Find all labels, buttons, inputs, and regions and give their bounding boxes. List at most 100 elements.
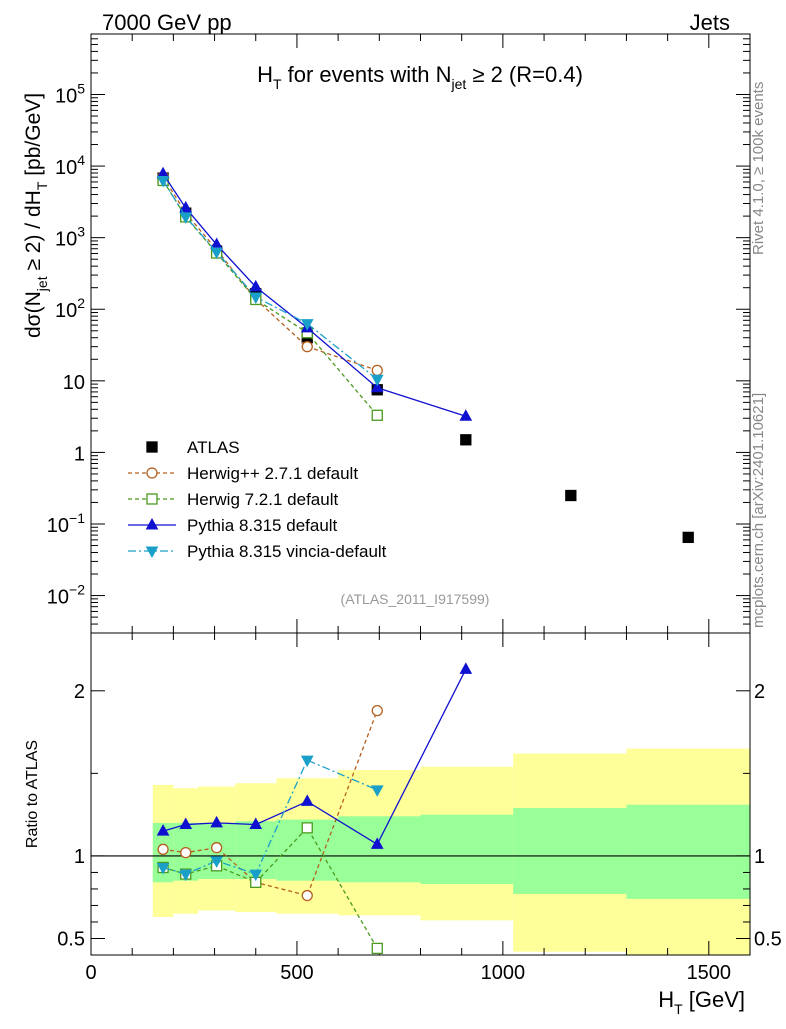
legend-label: ATLAS (187, 438, 240, 457)
ratio-frame (90, 632, 751, 956)
ratio-y-tick-label-right: 2 (754, 681, 765, 703)
x-axis-label: HT [GeV] (658, 987, 745, 1017)
ratio-panel: 0 500 1000 1500 0.5 0.5 1 1 2 2 Ratio to ATLAS HT… (24, 632, 782, 1017)
legend-label: Herwig 7.2.1 default (187, 490, 338, 509)
x-tick-label: 0 (85, 962, 96, 984)
side-label-rivet: Rivet 4.1.0, ≥ 100k events (750, 82, 767, 255)
ratio-point (249, 869, 263, 882)
title-t-sub: T (273, 76, 282, 92)
watermark: (ATLAS_2011_I917599) (341, 591, 490, 607)
ratio-point (210, 856, 223, 868)
legend-entry: ATLAS (146, 438, 240, 457)
ylabel-jet-sub: jet (34, 276, 50, 292)
legend-marker (145, 517, 159, 530)
ratio-series-pythia-8-315-vincia-default (156, 755, 384, 882)
side-label-mcplots: mcplots.cern.ch [arXiv:2401.10621] (750, 393, 767, 628)
ratio-point (210, 815, 223, 828)
main-panel: HT for events with Njet ≥ 2 (R=0.4) (ATL… (22, 33, 751, 634)
data-point (249, 279, 263, 292)
series-line (162, 180, 378, 380)
main-y-tick-label: 10 (63, 372, 85, 394)
title-h: H (257, 62, 273, 87)
ratio-point (179, 817, 193, 830)
ratio-point (371, 704, 383, 717)
ratio-point (301, 889, 313, 902)
xlabel-t-sub: T (674, 1001, 683, 1017)
ratio-point (156, 862, 170, 875)
ratio-series (156, 662, 473, 955)
main-y-tick-exponent: 3 (77, 224, 85, 240)
legend-marker (145, 546, 159, 559)
x-tick-label: 1500 (687, 962, 732, 984)
ratio-point (249, 817, 263, 830)
legend-entry: Herwig 7.2.1 default (128, 490, 338, 509)
ratio-point (371, 942, 383, 955)
legend-entry: Herwig++ 2.7.1 default (128, 464, 358, 483)
data-point (459, 409, 473, 421)
header-left: 7000 GeV pp (102, 10, 232, 35)
header-right: Jets (690, 10, 730, 35)
legend-label: Herwig++ 2.7.1 default (187, 464, 358, 483)
ratio-point (180, 846, 192, 859)
data-point (371, 409, 383, 421)
data-point (179, 212, 193, 224)
uncertainty-band-inner (420, 814, 514, 884)
data-point (300, 319, 314, 331)
main-y-tick-label: 10−1 (47, 510, 85, 537)
ylabel-a: dσ(N (22, 291, 45, 338)
main-y-tick-label: 1 (74, 443, 85, 465)
ratio-point (179, 869, 193, 882)
ratio-y-tick-label-right: 0.5 (754, 928, 782, 950)
data-point (371, 364, 383, 377)
main-y-tick-label: 103 (55, 224, 85, 251)
series-pythia-8-315-vincia-default (156, 175, 384, 387)
ratio-series-pythia-8-315-default (156, 662, 473, 849)
main-y-tick-exponent: −1 (69, 510, 85, 526)
uncertainty-band-inner (338, 816, 421, 883)
ratio-y-tick-label: 2 (74, 681, 85, 703)
ratio-ylabel: Ratio to ATLAS (24, 740, 41, 848)
series-line (162, 176, 378, 371)
ratio-point (370, 785, 384, 797)
title-middle: for events with N (282, 62, 452, 87)
legend-marker (146, 441, 158, 453)
ratio-y-tick-label-right: 1 (754, 846, 765, 868)
data-point (301, 341, 313, 353)
series-herwig-2-7-1-default (157, 171, 383, 377)
legend-label: Pythia 8.315 vincia-default (187, 542, 387, 561)
series-atlas (157, 172, 694, 544)
ratio-line (162, 826, 378, 949)
main-series (156, 166, 694, 544)
main-axes: 10−2 10−1 1 10 102 103 104 105 (47, 34, 751, 634)
legend-entry: Pythia 8.315 default (128, 516, 338, 535)
title-jet-sub: jet (450, 76, 466, 92)
main-ylabel: dσ(Njet ≥ 2) / dHT [pb/GeV] (22, 93, 50, 338)
main-y-tick-label: 102 (55, 295, 85, 322)
title-tail: ≥ 2 (R=0.4) (466, 62, 583, 87)
main-y-tick-exponent: −2 (69, 582, 85, 598)
legend-marker (146, 467, 158, 479)
data-point (210, 247, 223, 260)
x-tick-label: 1000 (481, 962, 526, 984)
ylabel-b: ≥ 2) / dH (22, 190, 45, 276)
legend-marker (146, 493, 158, 505)
ratio-point (210, 842, 223, 854)
data-point (460, 434, 472, 446)
ratio-point (300, 794, 314, 806)
ratio-point (157, 843, 169, 855)
ratio-point (300, 755, 314, 768)
main-y-tick-exponent: 2 (77, 295, 85, 311)
data-point (370, 374, 384, 387)
ylabel-c: [pb/GeV] (22, 93, 45, 182)
ratio-point (370, 837, 384, 849)
ratio-bands (152, 748, 750, 955)
main-y-tick-label: 10−2 (47, 582, 85, 609)
legend: ATLAS Herwig++ 2.7.1 default Herwig 7.2.1 … (128, 438, 387, 561)
ratio-line (162, 710, 378, 897)
uncertainty-band-inner (513, 808, 627, 894)
main-title: HT for events with Njet ≥ 2 (R=0.4) (257, 62, 583, 92)
legend-entry: Pythia 8.315 vincia-default (128, 542, 387, 561)
ratio-y-tick-label: 0.5 (57, 928, 85, 950)
uncertainty-band-inner (626, 804, 750, 899)
